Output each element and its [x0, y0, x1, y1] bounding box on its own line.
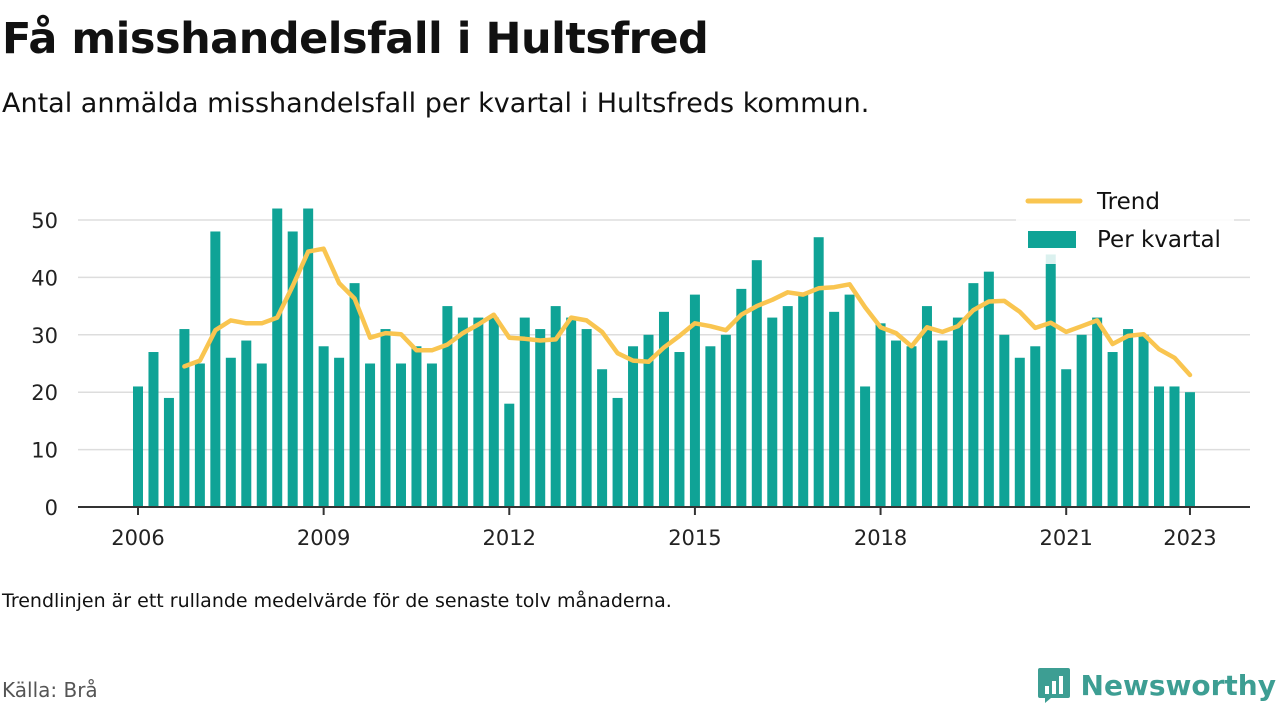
bar	[1107, 352, 1118, 507]
bar	[658, 311, 669, 507]
bar	[133, 386, 143, 507]
legend-trend-label: Trend	[1096, 189, 1160, 215]
y-tick-label: 10	[31, 439, 58, 463]
bar	[767, 317, 778, 507]
bar	[736, 288, 747, 507]
bar	[457, 317, 468, 507]
bar	[813, 237, 824, 507]
bar	[1169, 386, 1180, 507]
bar	[318, 346, 329, 507]
bar	[1123, 329, 1134, 507]
brand-logo[interactable]: Newsworthy	[1037, 664, 1276, 706]
bar	[303, 208, 314, 507]
bar	[875, 323, 886, 507]
bar	[1014, 357, 1025, 507]
bar	[720, 334, 731, 507]
bar	[488, 317, 499, 507]
legend-background	[1016, 184, 1234, 264]
bar	[535, 329, 546, 507]
bar	[829, 311, 840, 507]
bar	[921, 306, 932, 507]
y-tick-label: 20	[31, 381, 58, 405]
x-tick-label: 2015	[668, 526, 721, 550]
bar	[194, 363, 205, 507]
brand-name: Newsworthy	[1080, 668, 1276, 702]
bar	[380, 329, 391, 507]
bar	[597, 369, 608, 507]
chart-bubble-icon	[1037, 668, 1070, 703]
bar	[163, 397, 174, 507]
bar	[952, 317, 963, 507]
bar	[628, 346, 639, 507]
bar	[287, 231, 298, 508]
x-tick-label: 2023	[1163, 526, 1216, 550]
bar	[272, 208, 283, 507]
bar	[256, 363, 267, 507]
bar	[349, 283, 360, 507]
bar	[566, 317, 577, 507]
bar	[1076, 334, 1087, 507]
bar	[906, 346, 917, 507]
bar	[751, 260, 762, 507]
bar	[581, 329, 592, 507]
bar	[1092, 317, 1103, 507]
bar	[860, 386, 871, 507]
bar	[411, 346, 422, 507]
bar	[225, 357, 236, 507]
bar	[983, 271, 994, 507]
x-tick-label: 2006	[111, 526, 164, 550]
chart-note: Trendlinjen är ett rullande medelvärde f…	[2, 590, 672, 612]
bar	[705, 346, 716, 507]
bar	[426, 363, 437, 507]
bar	[612, 397, 623, 507]
trend-line	[182, 246, 1193, 378]
bar	[968, 283, 979, 507]
y-tick-label: 30	[31, 324, 58, 348]
bar	[937, 340, 948, 507]
x-tick-label: 2018	[854, 526, 907, 550]
bar	[1138, 334, 1149, 507]
bar	[782, 306, 793, 507]
bar	[442, 306, 453, 507]
x-tick-label: 2021	[1039, 526, 1092, 550]
bar	[395, 363, 406, 507]
bar	[473, 317, 484, 507]
y-tick-label: 50	[31, 209, 58, 233]
bar	[891, 340, 902, 507]
source-label: Källa: Brå	[2, 678, 98, 702]
y-tick-label: 0	[45, 496, 58, 520]
bar	[1030, 346, 1041, 507]
x-tick-label: 2009	[297, 526, 350, 550]
chart-subtitle: Antal anmälda misshandelsfall per kvarta…	[2, 88, 870, 119]
bar	[334, 357, 345, 507]
chart-title: Få misshandelsfall i Hultsfred	[2, 14, 709, 64]
bar-chart: 0 10 20 30 40 50 2006 2009 2012 2015 2018 2021 2023…	[31, 184, 1250, 550]
bar	[179, 329, 190, 507]
legend-bars-swatch	[1028, 231, 1076, 248]
legend-bars-label: Per kvartal	[1097, 227, 1221, 253]
bar	[550, 306, 561, 507]
bar	[1154, 386, 1165, 507]
bar	[210, 231, 221, 508]
x-tick-label: 2012	[483, 526, 536, 550]
bar	[241, 340, 252, 507]
bar	[365, 363, 376, 507]
bar	[148, 352, 159, 507]
bar	[504, 403, 515, 507]
bar	[999, 334, 1010, 507]
bar	[689, 294, 700, 507]
bar	[798, 294, 809, 507]
bar	[643, 334, 654, 507]
bar	[1045, 254, 1056, 507]
bar	[1184, 392, 1195, 507]
bar	[674, 352, 685, 507]
bar	[519, 317, 530, 507]
bar	[1061, 369, 1072, 507]
bar	[844, 294, 855, 507]
y-tick-label: 40	[31, 266, 58, 290]
